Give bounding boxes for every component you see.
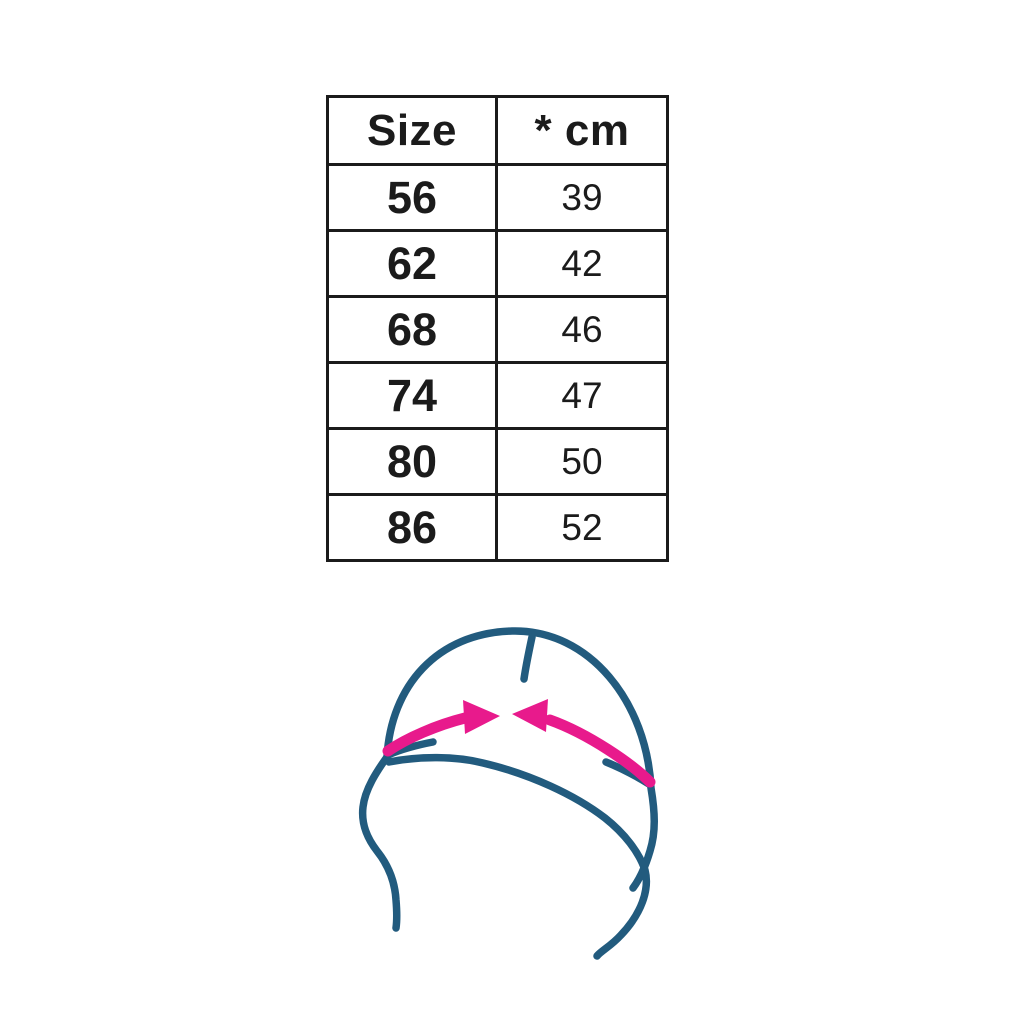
size-value: 86 [326, 493, 498, 562]
cm-value: 42 [495, 229, 669, 298]
hat-top-seam [520, 633, 536, 683]
cm-value: 50 [495, 427, 669, 496]
measure-arrow-right-shaft [544, 714, 656, 788]
hat-crown-outline [383, 627, 658, 892]
size-value: 62 [326, 229, 498, 298]
cm-value: 47 [495, 361, 669, 430]
table-header-row: Size * cm [326, 95, 669, 166]
hat-outline [358, 627, 658, 960]
table-row: 68 46 [326, 295, 669, 364]
cm-value: 39 [495, 163, 669, 232]
size-table: Size * cm 56 39 62 42 68 46 74 47 80 [326, 95, 669, 562]
measure-arrow-left-shaft [382, 712, 471, 757]
size-value: 80 [326, 427, 498, 496]
measure-arrow-right-head [512, 699, 548, 732]
hat-band-and-right-tie [385, 753, 651, 960]
size-value: 56 [326, 163, 498, 232]
table-row: 80 50 [326, 427, 669, 496]
column-header-cm: * cm [495, 95, 669, 166]
circumference-arrows-icon [382, 699, 656, 788]
hat-left-edge-and-tie [358, 753, 401, 932]
table-row: 74 47 [326, 361, 669, 430]
size-value: 68 [326, 295, 498, 364]
measure-arrow-left-head [463, 700, 500, 734]
size-value: 74 [326, 361, 498, 430]
table-row: 56 39 [326, 163, 669, 232]
table-row: 86 52 [326, 493, 669, 562]
column-header-size: Size [326, 95, 498, 166]
cm-value: 46 [495, 295, 669, 364]
table-row: 62 42 [326, 229, 669, 298]
cm-value: 52 [495, 493, 669, 562]
